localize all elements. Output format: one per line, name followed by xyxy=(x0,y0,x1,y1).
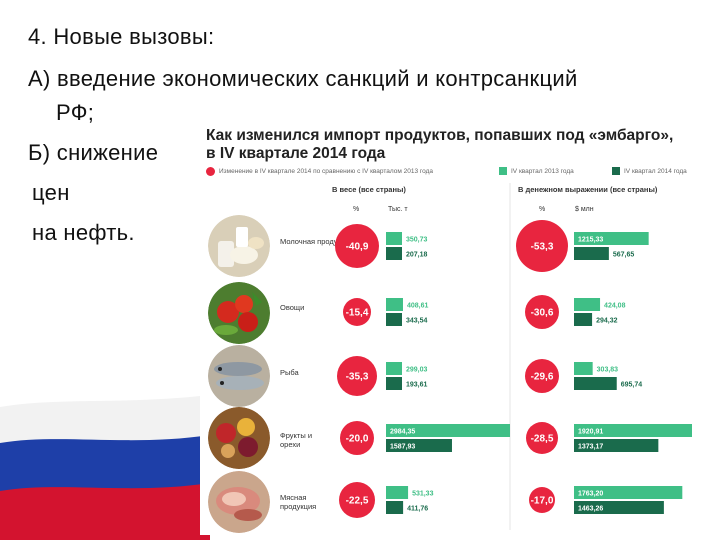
money-label-2014: 1373,17 xyxy=(578,444,603,451)
weight-change-circle xyxy=(335,224,379,268)
money-label-2013: 1215,33 xyxy=(578,237,603,244)
legend-2013-label: IV квартал 2013 года xyxy=(511,167,574,175)
infographic-panel: Как изменился импорт продуктов, попавших… xyxy=(200,125,705,535)
legend-light-green-square xyxy=(499,167,507,175)
money-bar-2014 xyxy=(574,377,617,390)
money-bar-2014 xyxy=(574,247,609,260)
weight-change-circle xyxy=(339,482,375,518)
weight-bar-2013 xyxy=(386,424,510,437)
weight-label-2013: 408,61 xyxy=(407,303,429,310)
money-label-2014: 1463,26 xyxy=(578,506,603,513)
weight-bar-2013 xyxy=(386,362,402,375)
money-change-circle xyxy=(525,359,559,393)
money-bar-2013 xyxy=(574,232,649,245)
import-chart: -40,9 350,73 207,18 -15,4 408,61 343,54 -35,3 2… xyxy=(335,183,692,530)
colhdr-tonnes: Тыс. т xyxy=(388,206,408,213)
money-label-2013: 303,83 xyxy=(597,367,619,374)
money-label-2013: 424,08 xyxy=(604,303,626,310)
money-change-circle xyxy=(529,487,555,513)
slide-point-a-cont: РФ; xyxy=(56,100,95,125)
weight-change-label: -22,5 xyxy=(346,496,369,507)
money-bar-2014 xyxy=(574,439,659,452)
money-bar-2013 xyxy=(574,486,683,499)
slide-point-a: А) введение экономических санкций и конт… xyxy=(28,66,578,91)
weight-label-2014: 343,54 xyxy=(406,318,428,325)
colhdr-pct-money: % xyxy=(539,206,546,213)
category-label-vegetables: Овощи xyxy=(280,303,305,312)
weight-change-label: -20,0 xyxy=(346,434,369,445)
money-bar-2014 xyxy=(574,501,664,514)
weight-bar-2014 xyxy=(386,313,402,326)
weight-change-circle xyxy=(343,298,371,326)
weight-change-label: -35,3 xyxy=(346,372,369,383)
colhdr-pct-weight: % xyxy=(353,206,360,213)
weight-label-2013: 2984,35 xyxy=(390,429,415,436)
money-label-2013: 1763,20 xyxy=(578,491,603,498)
header-weight: В весе (все страны) xyxy=(332,185,406,194)
fruits-image xyxy=(208,407,270,469)
money-bar-2013 xyxy=(574,424,692,437)
weight-change-label: -40,9 xyxy=(346,242,369,253)
weight-bar-2013 xyxy=(386,298,403,311)
legend-dark-green-square xyxy=(612,167,620,175)
money-change-label: -53,3 xyxy=(531,242,554,253)
slide-heading: 4. Новые вызовы: xyxy=(28,24,215,49)
money-label-2014: 567,65 xyxy=(613,252,635,259)
header-money: В денежном выражении (все страны) xyxy=(518,185,658,194)
fish-image xyxy=(208,345,270,407)
weight-bar-2013 xyxy=(386,486,409,499)
russian-flag-wave xyxy=(0,395,210,540)
category-label-fish: Рыба xyxy=(280,368,299,377)
money-change-circle xyxy=(525,295,559,329)
slide-text: 4. Новые вызовы: А) введение экономическ… xyxy=(0,0,720,260)
meat-image xyxy=(208,471,270,533)
weight-bar-2013 xyxy=(386,232,402,245)
category-label-dairy: Молочная продукция xyxy=(280,237,354,246)
weight-label-2014: 207,18 xyxy=(406,252,428,259)
money-change-label: -17,0 xyxy=(531,496,554,507)
legend: Изменение в IV квартале 2014 по сравнени… xyxy=(204,167,704,181)
legend-change-label: Изменение в IV квартале 2014 по сравнени… xyxy=(219,168,434,175)
legend-item-2014: IV квартал 2014 года xyxy=(612,167,687,175)
weight-label-2014: 1587,93 xyxy=(390,444,415,451)
money-change-label: -28,5 xyxy=(531,434,554,445)
infographic-title-line2: в IV квартале 2014 года xyxy=(206,145,386,162)
weight-label-2013: 531,33 xyxy=(412,491,434,498)
weight-bar-2014 xyxy=(386,377,402,390)
weight-change-label: -15,4 xyxy=(346,308,369,319)
money-label-2014: 695,74 xyxy=(621,382,643,389)
weight-bar-2014 xyxy=(386,439,452,452)
colhdr-usd: $ млн xyxy=(575,206,594,213)
money-bar-2013 xyxy=(574,362,593,375)
weight-label-2014: 411,76 xyxy=(407,506,428,513)
money-change-circle xyxy=(526,422,558,454)
money-bar-2013 xyxy=(574,298,601,311)
legend-red-dot xyxy=(206,167,215,176)
slide-point-b: Б) снижение xyxy=(28,140,159,165)
category-label-meat: Мясная продукция xyxy=(280,493,317,511)
infographic-title-line1: Как изменился импорт продуктов, попавших… xyxy=(206,127,674,144)
weight-label-2014: 193,61 xyxy=(406,382,428,389)
weight-bar-2014 xyxy=(386,247,402,260)
legend-item-change: Изменение в IV квартале 2014 по сравнени… xyxy=(206,167,433,176)
weight-change-circle xyxy=(340,421,374,455)
money-label-2014: 294,32 xyxy=(596,318,618,325)
money-label-2013: 1920,91 xyxy=(578,429,603,436)
legend-2014-label: IV квартал 2014 года xyxy=(624,167,687,175)
weight-label-2013: 350,73 xyxy=(406,237,428,244)
category-label-fruits: Фрукты и орехи xyxy=(280,431,313,449)
slide-point-b-cont1: цен xyxy=(32,180,70,205)
vegetables-image xyxy=(208,282,270,344)
money-change-label: -30,6 xyxy=(531,308,554,319)
money-change-label: -29,6 xyxy=(531,372,554,383)
legend-item-2013: IV квартал 2013 года xyxy=(499,167,574,175)
slide-point-b-cont2: на нефть. xyxy=(32,220,135,245)
weight-label-2013: 299,03 xyxy=(406,367,428,374)
dairy-image xyxy=(208,215,270,277)
money-bar-2014 xyxy=(574,313,593,326)
weight-bar-2014 xyxy=(386,501,404,514)
infographic-title: Как изменился импорт продуктов, попавших… xyxy=(206,127,673,163)
weight-change-circle xyxy=(337,356,377,396)
money-change-circle xyxy=(516,220,568,272)
